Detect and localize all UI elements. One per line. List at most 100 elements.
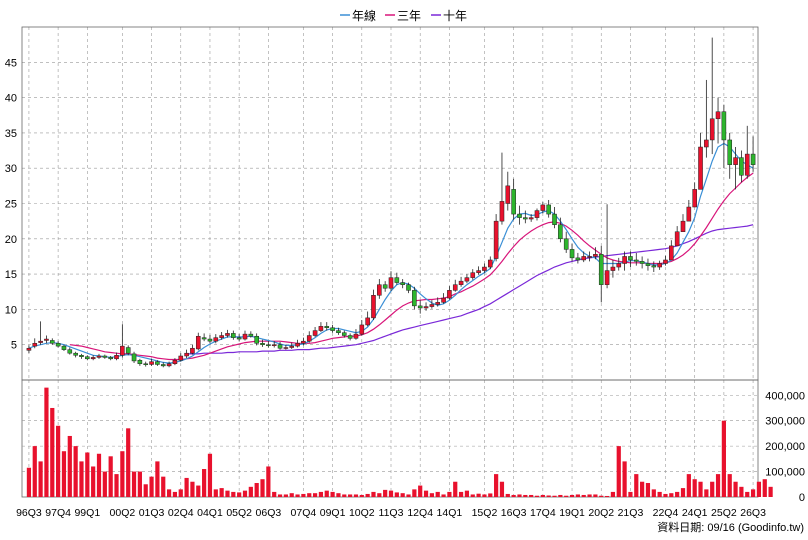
volume-grid (21, 379, 759, 498)
candle-body (178, 355, 184, 361)
candle-body (61, 345, 67, 350)
candle-body (721, 111, 727, 141)
three-year-line (69, 172, 754, 361)
volume-bar (546, 495, 551, 497)
candle (160, 362, 166, 368)
volume-bar (272, 491, 277, 497)
candle (137, 358, 143, 366)
candle (406, 282, 411, 294)
volume-tick-label: 200,000 (765, 441, 805, 453)
x-tick-label: 00Q2 (110, 507, 136, 519)
candle-body (499, 201, 505, 222)
candle (534, 208, 540, 221)
price-tick-label: 5 (11, 340, 17, 352)
x-tick-label: 14Q1 (437, 507, 463, 519)
volume-bar (651, 489, 656, 497)
candle (324, 322, 330, 331)
volume-bar (190, 481, 195, 497)
candle (382, 281, 388, 292)
candle (709, 37, 715, 155)
legend-ten-year-label: 十年 (443, 9, 467, 23)
candle (85, 355, 90, 361)
candle-body (727, 139, 733, 165)
volume-bar (114, 474, 119, 497)
candle (528, 214, 534, 222)
candle-body (511, 189, 516, 215)
candle (558, 217, 563, 243)
x-tick-label: 96Q3 (16, 507, 42, 519)
volume-bar (534, 495, 540, 497)
volume-bar (645, 483, 651, 497)
volume-bar (102, 471, 107, 497)
x-tick-label: 09Q1 (320, 507, 346, 519)
volume-bar (517, 494, 522, 497)
volume-bar (330, 491, 335, 497)
candle-body (283, 347, 289, 349)
candle-body (377, 284, 382, 296)
candle (347, 333, 353, 341)
candle-body (347, 335, 353, 339)
volume-bar (207, 453, 213, 497)
volume-bar (400, 493, 405, 497)
candle (733, 147, 738, 190)
candle (674, 226, 680, 247)
legend-year-label: 年線 (352, 8, 376, 23)
volume-tick-label: 100,000 (765, 467, 805, 479)
volume-bar (622, 461, 627, 497)
candle-body (604, 270, 610, 285)
volume-bar (73, 446, 78, 497)
volume-bar (312, 493, 318, 497)
candle (306, 331, 312, 343)
volume-bar (79, 461, 84, 497)
volume-bar (599, 495, 604, 497)
candle (248, 331, 254, 338)
candle (470, 269, 476, 280)
candle (721, 104, 727, 169)
volume-bar (283, 494, 288, 497)
candle-body (581, 256, 587, 261)
volume-bars (26, 387, 773, 497)
candle (435, 297, 441, 307)
x-tick-label: 02Q4 (168, 507, 194, 519)
candle-body (341, 332, 347, 336)
volume-bar (225, 490, 230, 497)
candle-body (219, 335, 224, 338)
volume-bar (715, 474, 721, 497)
candle (581, 251, 587, 263)
candle-body (680, 220, 686, 232)
candle-body (493, 220, 499, 259)
volume-bar (50, 407, 55, 497)
candle (663, 255, 668, 266)
candle-body (114, 355, 119, 360)
candle (49, 338, 55, 345)
candle (67, 347, 73, 355)
candle-body (452, 284, 458, 291)
candle-body (271, 344, 277, 346)
candle-body (96, 355, 102, 358)
candle (242, 330, 248, 341)
candle-body (593, 254, 598, 257)
candle (90, 355, 96, 361)
candle-body (85, 356, 90, 360)
candle (79, 353, 84, 359)
candle (587, 251, 592, 262)
candle-body (306, 335, 312, 342)
candle (598, 245, 604, 303)
volume-bar (365, 493, 370, 497)
candle-body (312, 330, 318, 336)
volume-bar (540, 494, 545, 497)
candle-body (166, 363, 172, 367)
three-year-path (69, 172, 754, 361)
candle (394, 272, 400, 285)
candle-body (622, 256, 627, 264)
candle-body (645, 263, 651, 266)
volume-bar (464, 490, 470, 497)
volume-bar (686, 474, 691, 497)
volume-bar (698, 481, 703, 497)
candle (231, 330, 236, 340)
candle (353, 329, 359, 340)
candle-body (651, 265, 657, 268)
candle-body (686, 206, 692, 222)
x-tick-label: 04Q1 (197, 507, 223, 519)
volume-bar (219, 488, 224, 497)
